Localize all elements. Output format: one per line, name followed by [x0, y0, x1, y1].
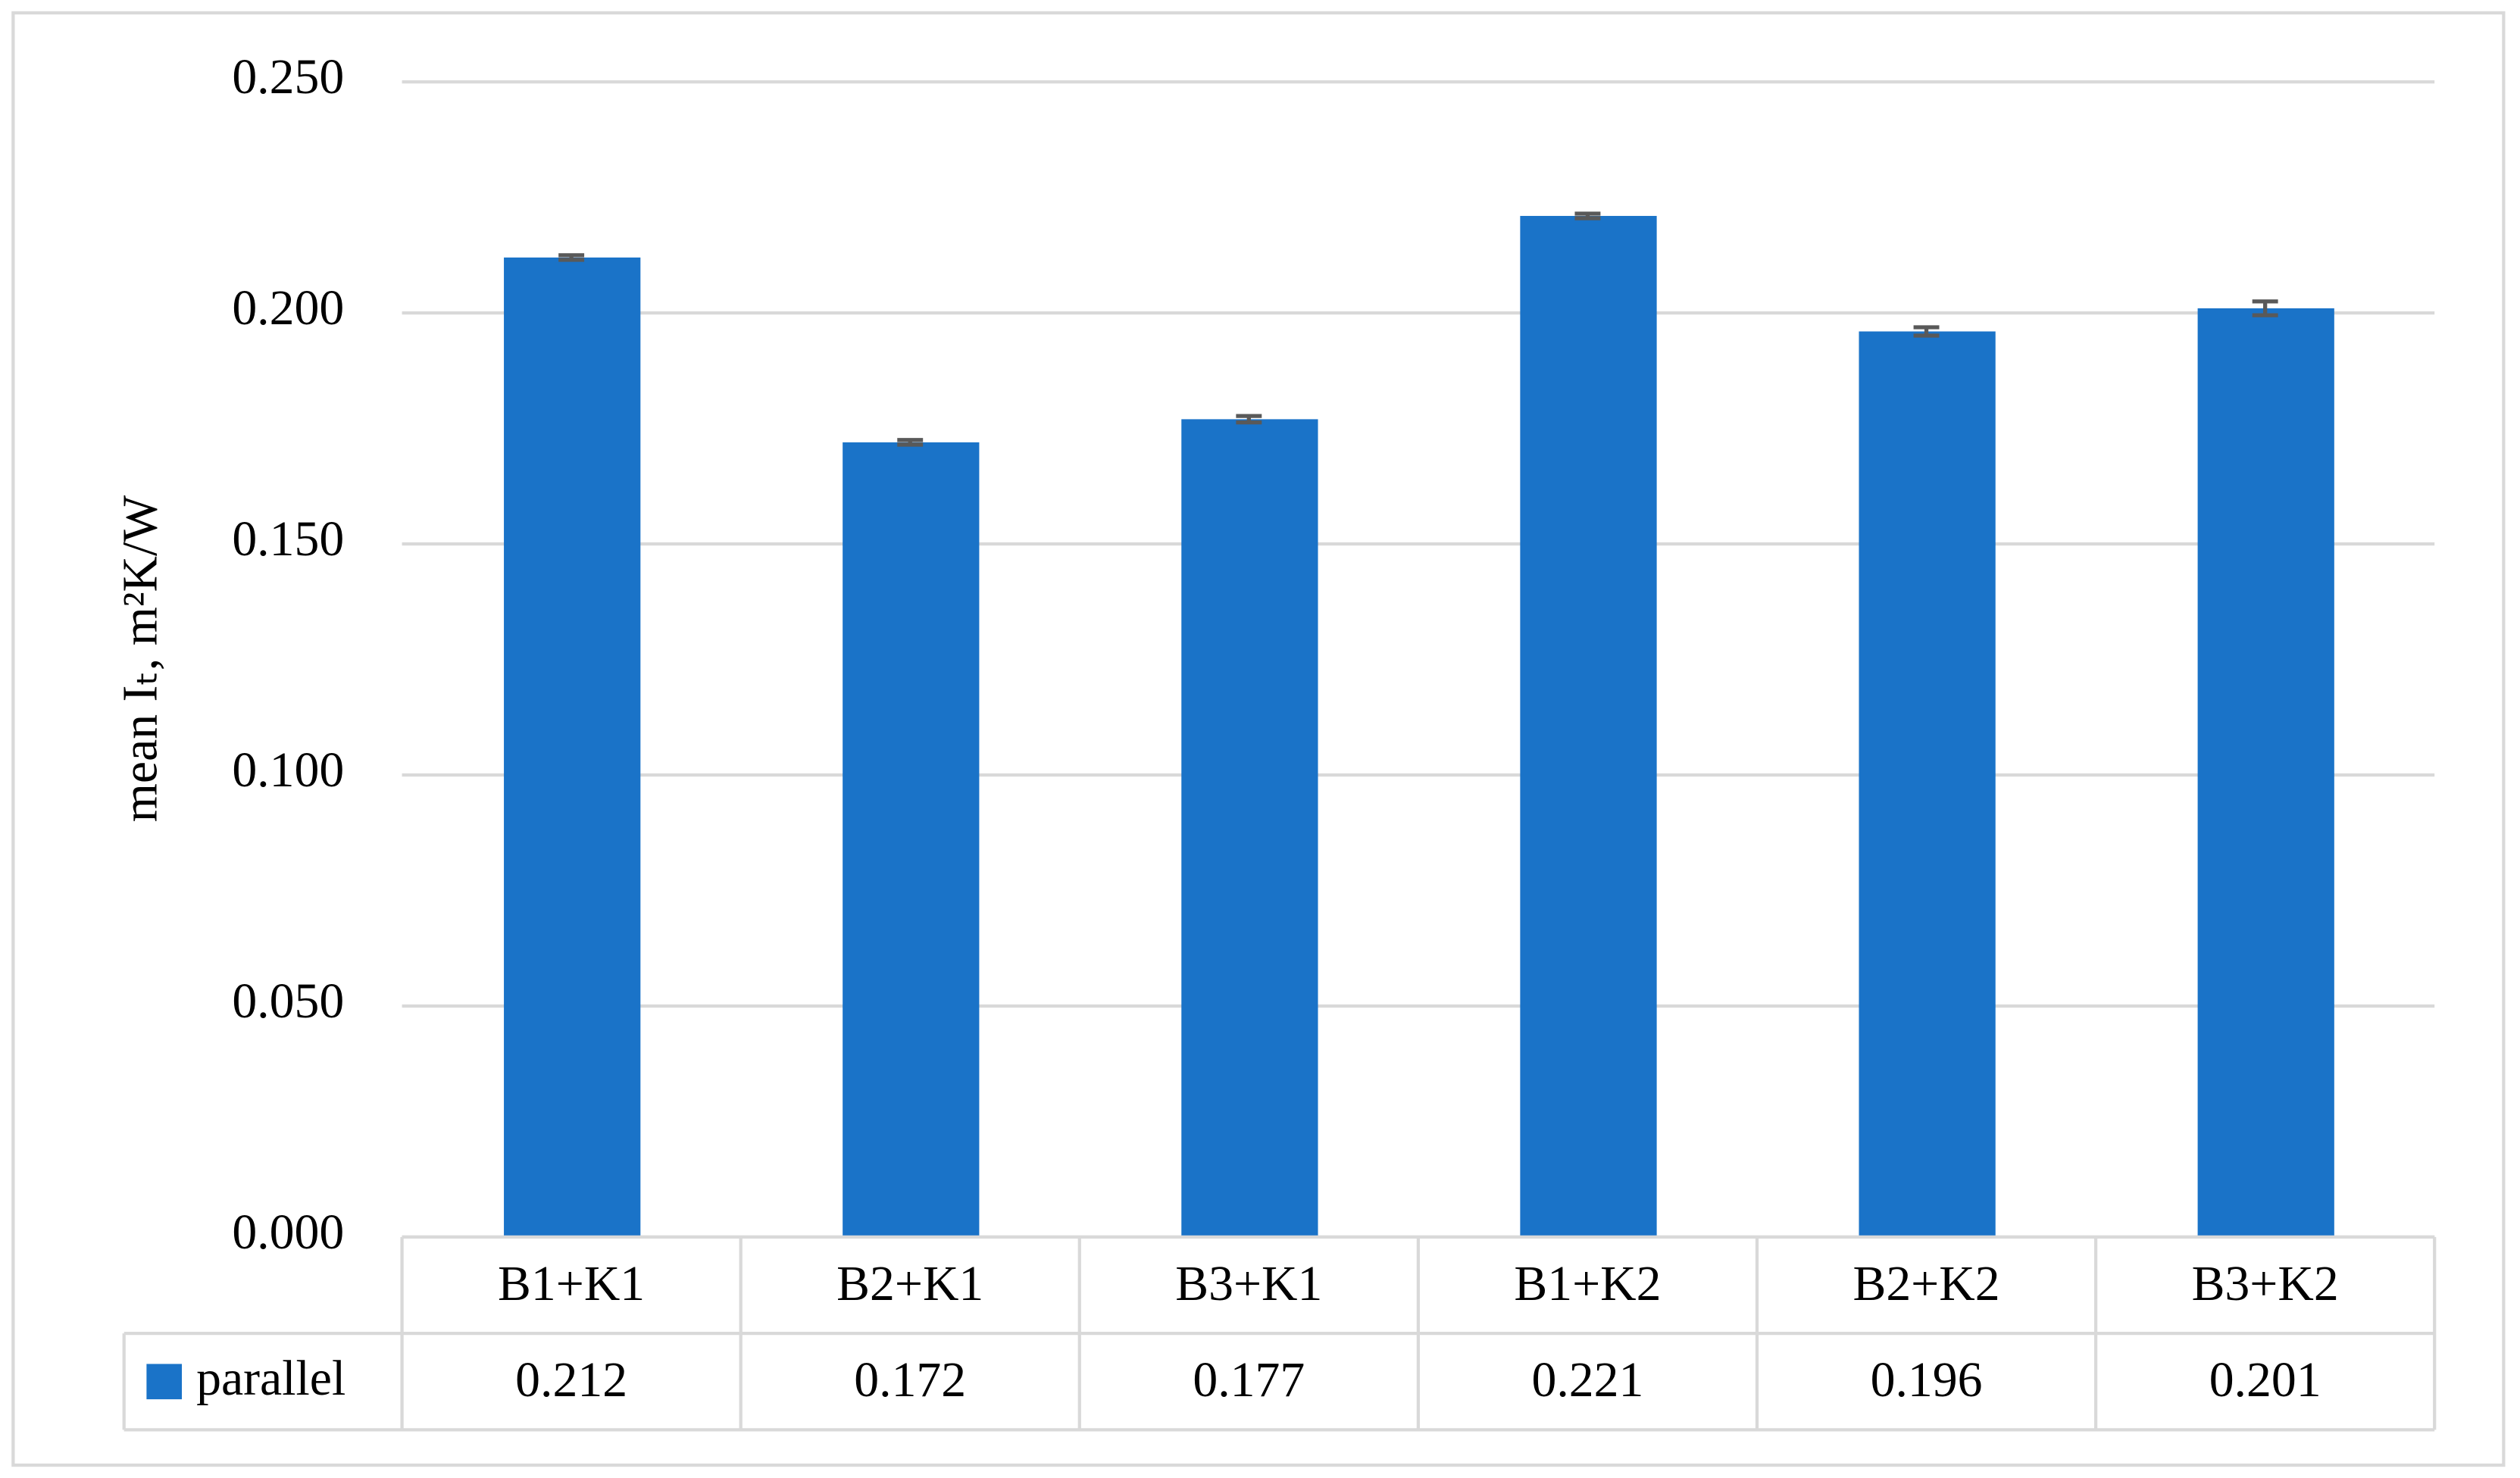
bar [504, 257, 641, 1237]
x-tick-label: B3+K1 [1175, 1256, 1322, 1311]
data-table-value: 0.212 [515, 1352, 627, 1408]
error-bar [897, 438, 924, 447]
data-table-value: 0.201 [2209, 1352, 2321, 1408]
y-tick-label: 0.100 [232, 742, 344, 798]
data-table-value: 0.177 [1193, 1352, 1305, 1408]
data-table-value: 0.172 [854, 1352, 966, 1408]
bar [1520, 216, 1657, 1237]
legend-label: parallel [196, 1351, 345, 1406]
y-tick-label: 0.150 [232, 511, 344, 567]
y-axis-label: mean Iₜ, m²K/W [112, 495, 167, 823]
y-tick-label: 0.200 [232, 280, 344, 336]
x-tick-label: B2+K1 [836, 1256, 983, 1311]
bar [843, 442, 980, 1237]
x-tick-label: B2+K2 [1852, 1256, 1999, 1311]
error-bar [558, 253, 585, 262]
error-bar [1574, 211, 1601, 220]
legend-swatch [146, 1364, 183, 1400]
y-tick-label: 0.050 [232, 973, 344, 1029]
error-bar [1913, 325, 1940, 338]
bar [1859, 331, 1996, 1237]
data-table-value: 0.221 [1531, 1352, 1643, 1408]
y-tick-label: 0.250 [232, 49, 344, 105]
x-tick-label: B3+K2 [2192, 1256, 2339, 1311]
data-table-value: 0.196 [1871, 1352, 1983, 1408]
bar [2197, 308, 2334, 1237]
y-tick-label: 0.000 [232, 1205, 344, 1260]
x-tick-label: B1+K1 [498, 1256, 645, 1311]
bar [1181, 419, 1318, 1237]
error-bar [1236, 414, 1262, 425]
x-tick-label: B1+K2 [1514, 1256, 1661, 1311]
error-bar [2252, 299, 2278, 317]
